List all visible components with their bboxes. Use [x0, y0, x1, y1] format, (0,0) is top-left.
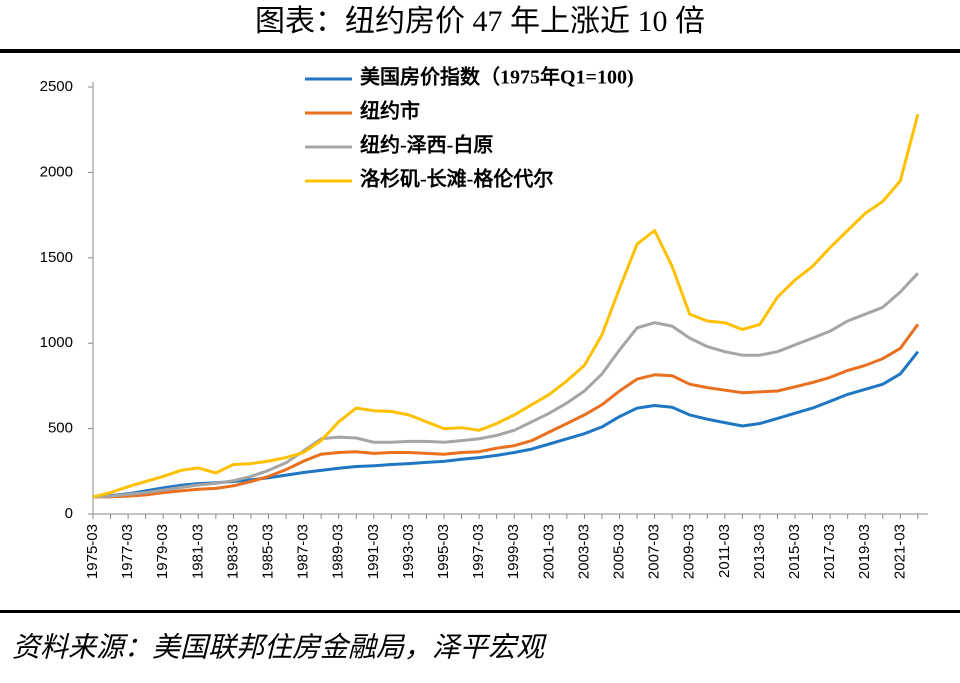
x-tick-label: 2001-03: [540, 524, 557, 579]
series-line: [92, 272, 919, 499]
x-tick-label: 2015-03: [786, 524, 803, 579]
chart-title: 图表：纽约房价 47 年上涨近 10 倍: [255, 5, 705, 38]
legend-label: 美国房价指数（1975年Q1=100): [360, 65, 634, 89]
x-tick-label: 1989-03: [330, 524, 347, 579]
x-tick-label: 2011-03: [716, 524, 733, 578]
title-rule: [0, 49, 960, 53]
x-tick-label: 1975-03: [84, 524, 101, 579]
legend-label: 纽约-泽西-白原: [360, 133, 493, 157]
x-tick-label: 2005-03: [610, 524, 627, 579]
footer-rule: [0, 610, 960, 613]
x-tick-label: 1987-03: [295, 524, 312, 579]
x-tick-label: 1983-03: [224, 524, 241, 579]
x-tick-label: 1977-03: [119, 524, 136, 579]
legend-label: 纽约市: [360, 99, 420, 123]
x-tick-label: 1991-03: [365, 524, 382, 579]
x-tick-label: 2009-03: [681, 524, 698, 579]
y-tick-label: 1500: [40, 249, 73, 266]
x-tick-label: 1993-03: [400, 524, 417, 579]
x-tick-label: 1985-03: [259, 524, 276, 579]
y-tick-label: 0: [65, 505, 73, 522]
x-tick-label: 1979-03: [154, 524, 171, 579]
x-tick-label: 1999-03: [505, 524, 522, 579]
legend-label: 洛杉矶-长滩-格伦代尔: [360, 167, 553, 191]
x-tick-label: 2003-03: [575, 524, 592, 579]
source-note: 资料来源：美国联邦住房金融局，泽平宏观: [12, 632, 547, 663]
y-tick-label: 1000: [40, 334, 73, 351]
y-tick-label: 2500: [40, 78, 73, 95]
y-tick-label: 500: [48, 420, 73, 437]
x-tick-label: 1981-03: [189, 524, 206, 579]
x-tick-label: 2013-03: [751, 524, 768, 579]
x-tick-label: 2017-03: [821, 524, 838, 579]
x-tick-label: 2019-03: [856, 524, 873, 579]
y-tick-label: 2000: [40, 163, 73, 180]
x-tick-label: 2007-03: [646, 524, 663, 579]
x-tick-label: 1995-03: [435, 524, 452, 579]
series-line: [92, 350, 920, 499]
x-tick-label: 1997-03: [470, 524, 487, 579]
series-line: [92, 113, 920, 499]
x-tick-label: 2021-03: [891, 524, 908, 579]
series-line: [93, 323, 920, 499]
